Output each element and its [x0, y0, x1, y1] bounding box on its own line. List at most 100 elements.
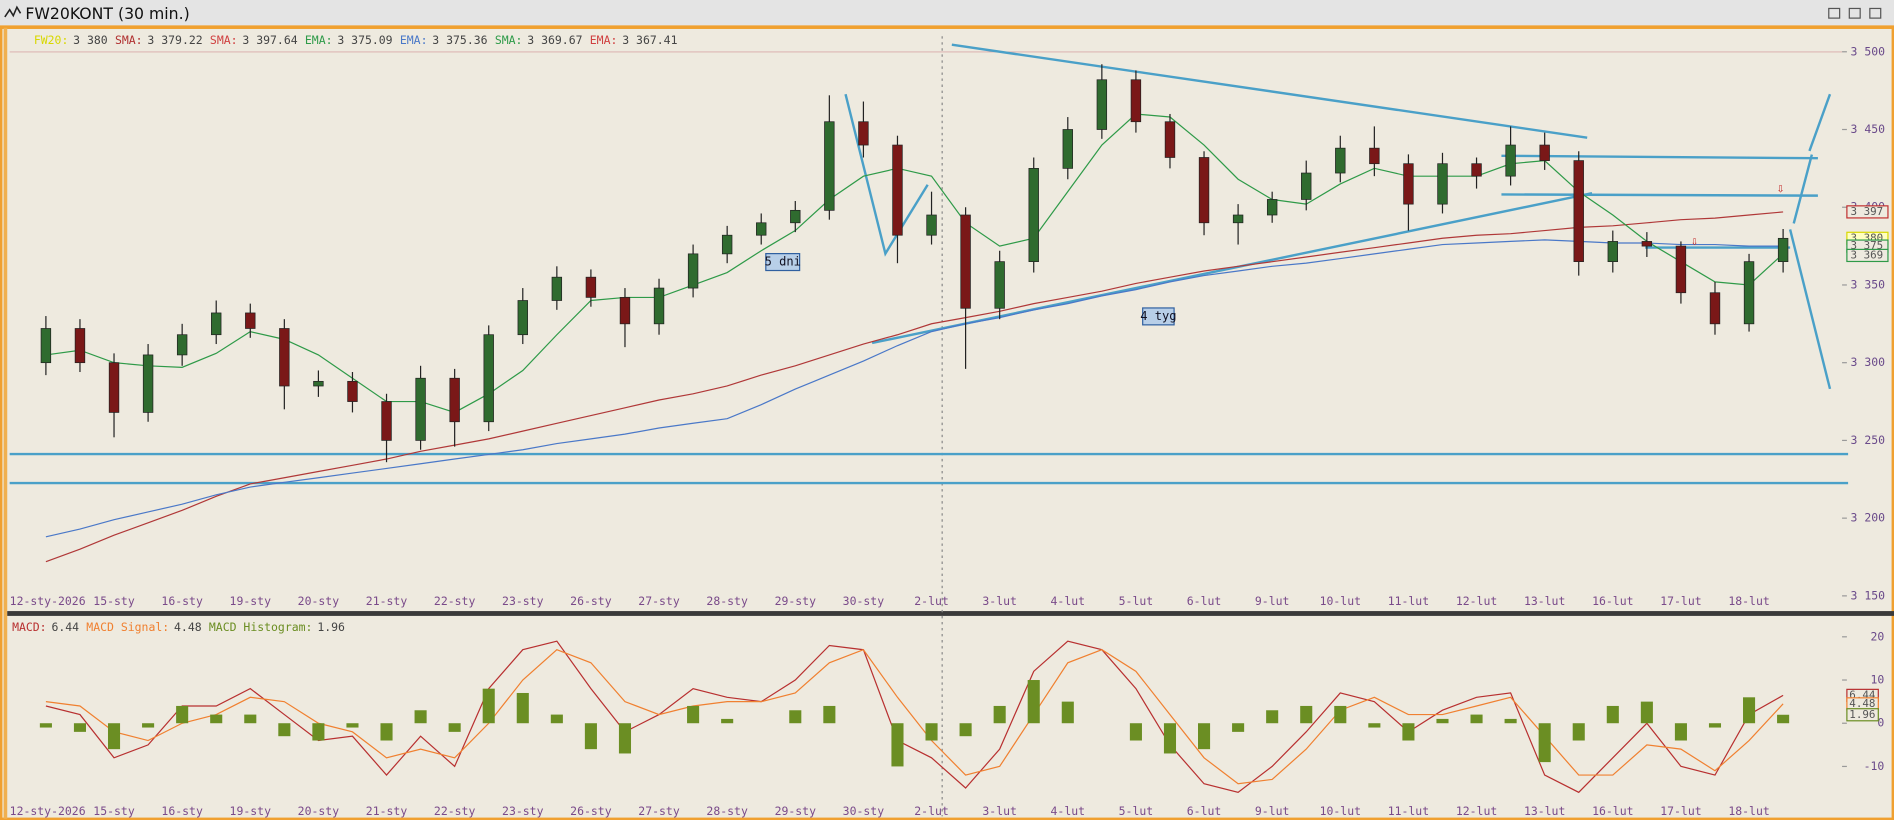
histogram-bar [1606, 705, 1619, 724]
candle-body [1062, 129, 1073, 169]
close-button[interactable] [1869, 7, 1882, 19]
histogram-bar [1743, 697, 1756, 724]
level-line [1501, 193, 1818, 197]
histogram-bar [721, 718, 734, 724]
candle-body [994, 261, 1005, 309]
x-tick-label: 4-lut [1051, 804, 1086, 818]
candle-body [790, 209, 801, 224]
x-tick-label: 16-lut [1592, 594, 1633, 608]
indicator-line [45, 648, 1784, 785]
histogram-bar [823, 705, 836, 724]
histogram-bar [1470, 714, 1483, 724]
x-tick-label: 2-lut [914, 804, 949, 818]
legend-name: SMA: [495, 32, 523, 46]
legend: FW20: 3 380 SMA: 3 379.22 SMA: 3 397.64 EMA: 3 … [34, 32, 678, 46]
candle-body [108, 362, 120, 413]
histogram-bar [1300, 705, 1313, 724]
candle-body [1232, 214, 1244, 224]
x-tick-label: 22-sty [434, 804, 476, 818]
x-tick-label: 19-sty [230, 804, 272, 818]
x-tick-label: 23-sty [502, 804, 544, 818]
candle-body [1028, 168, 1039, 263]
x-tick-label: 6-lut [1187, 594, 1222, 608]
candle-body [824, 121, 835, 211]
annotation: 4 tyg [1140, 309, 1176, 323]
candle-body [858, 121, 869, 146]
legend-name: MACD Signal: [86, 619, 169, 633]
histogram-bar [1163, 723, 1177, 754]
x-tick-label: 16-sty [161, 804, 203, 818]
x-tick-label: 21-sty [366, 804, 408, 818]
legend-value: 3 380 [73, 32, 108, 46]
histogram-bar [1402, 723, 1415, 741]
x-tick-label: 2-lut [914, 594, 949, 608]
candle-body [1164, 121, 1176, 158]
x-tick-label: 12-lut [1456, 804, 1497, 818]
legend-value: 3 375.36 [432, 32, 487, 46]
candle-body [585, 276, 597, 298]
y-tick-label: 3 450 [1851, 122, 1886, 136]
candle-body [1198, 157, 1210, 224]
candle-body [1675, 245, 1687, 294]
candle-body [347, 380, 358, 402]
histogram-bar [789, 710, 802, 724]
histogram-bar [1027, 680, 1040, 724]
candle-body [1709, 292, 1721, 325]
histogram-bar [73, 723, 87, 732]
histogram-bar [244, 714, 257, 724]
candle-body [1403, 163, 1414, 205]
candle-body [415, 377, 426, 441]
x-tick-label: 11-lut [1388, 594, 1429, 608]
candle-body [892, 144, 903, 236]
x-tick-label: 12-lut [1456, 594, 1497, 608]
histogram-bar [550, 714, 563, 724]
x-tick-label: 22-sty [434, 594, 476, 608]
candle-body [1335, 147, 1346, 174]
indicator-line [45, 239, 1784, 538]
price-tag-label: 3 369 [1851, 248, 1884, 261]
legend-name: EMA: [305, 32, 333, 46]
y-tick-label: 3 200 [1851, 511, 1886, 525]
candle-body [1471, 163, 1482, 177]
histogram-bar [1368, 723, 1381, 728]
x-tick-label: 12-sty-2026 [10, 594, 86, 608]
candle-body [1641, 241, 1653, 247]
candle-body [1301, 172, 1312, 200]
legend: MACD: 6.44 MACD Signal: 4.48 MACD Histogram:… [12, 619, 345, 633]
legend-name: FW20: [34, 32, 69, 46]
candle-body [279, 328, 290, 387]
histogram-bar [1538, 723, 1551, 763]
x-tick-label: 12-sty-2026 [10, 804, 86, 818]
x-tick-label: 4-lut [1051, 594, 1086, 608]
annotation-box [765, 253, 801, 272]
value-tag-label: 1.96 [1849, 708, 1875, 721]
legend-value: 3 397.64 [242, 32, 297, 46]
histogram-bar [1640, 701, 1653, 724]
legend-name: MACD Histogram: [209, 619, 313, 633]
histogram-bar [1504, 718, 1517, 724]
legend-name: MACD: [12, 619, 47, 633]
x-tick-label: 28-sty [706, 804, 748, 818]
x-tick-label: 5-lut [1119, 804, 1154, 818]
histogram-bar [210, 714, 223, 724]
histogram-bar [1061, 701, 1074, 724]
candle-body [483, 334, 494, 423]
candle-body [721, 234, 733, 255]
trend-line [1788, 229, 1832, 390]
y-tick-label: 3 150 [1851, 588, 1886, 602]
y-tick-label: -10 [1864, 759, 1885, 773]
histogram-bar [1777, 714, 1790, 724]
histogram-bar [1129, 723, 1142, 741]
candle-body [1743, 261, 1755, 325]
restore-button[interactable] [1848, 7, 1861, 19]
value-tag-label: 4.48 [1849, 697, 1875, 710]
x-tick-label: 10-lut [1320, 594, 1361, 608]
x-tick-label: 20-sty [298, 804, 340, 818]
candle-body [1573, 160, 1584, 263]
minimize-button[interactable] [1828, 7, 1841, 19]
histogram-bar [1334, 705, 1347, 724]
histogram-bar [380, 723, 393, 741]
annotation-box [1142, 307, 1175, 326]
histogram-bar [448, 723, 461, 732]
